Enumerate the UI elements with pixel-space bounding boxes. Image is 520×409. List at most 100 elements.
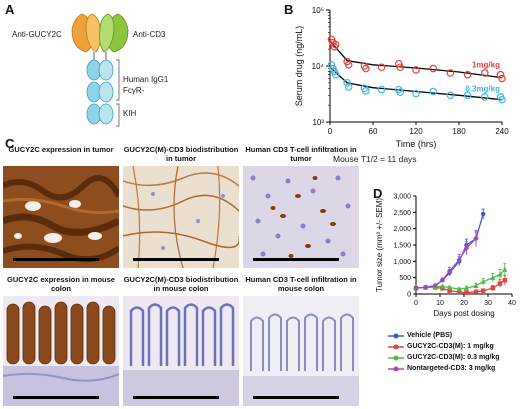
x-axis-title: Time (hrs)	[396, 139, 437, 149]
colon-tcell-image	[243, 296, 359, 406]
data-point	[490, 285, 495, 291]
data-point	[362, 87, 370, 95]
x-tick-label: 240	[495, 127, 509, 136]
data-point	[502, 266, 508, 272]
series-line	[415, 213, 484, 289]
legend-label: GUCY2C-CD3(M): 1 mg/kg	[407, 343, 494, 350]
data-point	[463, 285, 470, 291]
legend-label: Nontargeted-CD3: 3 mg/kg	[407, 365, 496, 372]
legend-swatch	[388, 366, 404, 371]
y-tick-label: 10⁵	[312, 6, 324, 15]
half-life-note: Mouse T1/2 = 11 days	[333, 154, 417, 164]
data-point	[429, 64, 438, 73]
data-point	[327, 35, 336, 44]
data-point	[377, 63, 386, 72]
caption-tumor-expression: GUCY2C expression in tumor	[8, 145, 114, 154]
human-igg1-fc	[86, 59, 114, 125]
x-tick-label: 180	[452, 127, 466, 136]
scale-bar	[133, 258, 219, 261]
tumor-chart-legend: Vehicle (PBS) GUCY2C-CD3(M): 1 mg/kg GUCY2…	[388, 330, 518, 374]
x-tick-label: 0	[328, 127, 333, 136]
data-point	[464, 290, 469, 295]
data-point	[429, 87, 438, 96]
anti-gucy2c-arm	[71, 13, 101, 53]
data-point	[344, 83, 353, 91]
data-point	[473, 283, 479, 289]
caption-colon-biodistribution: GUCY2C(M)-CD3 biodistribution in mouse c…	[123, 275, 239, 293]
panel-letter-d: D	[373, 186, 383, 201]
data-point	[481, 93, 489, 101]
x-axis-title: Days post dosing	[433, 309, 494, 318]
anti-cd3-arm	[99, 13, 129, 53]
legend-swatch	[388, 344, 404, 349]
data-point	[439, 283, 446, 289]
panel-letter-c: C	[5, 136, 15, 151]
data-point	[456, 257, 462, 263]
y-tick-label: 2,500	[393, 210, 411, 217]
scale-bar	[253, 258, 339, 261]
data-point	[395, 59, 403, 68]
data-point	[432, 282, 438, 289]
scale-bar	[13, 258, 99, 261]
data-point	[497, 281, 503, 286]
data-point	[502, 278, 507, 283]
x-tick-label: 60	[369, 127, 378, 136]
data-point	[463, 91, 472, 100]
x-tick-label: 40	[508, 300, 516, 307]
data-point	[327, 61, 336, 69]
legend-swatch	[388, 355, 404, 360]
anti-gucy2c-label: Anti-GUCY2C	[12, 30, 62, 39]
data-point	[496, 93, 505, 101]
data-point	[446, 268, 453, 274]
x-tick-label: 0	[414, 300, 418, 307]
data-point	[481, 69, 489, 77]
data-point	[473, 289, 479, 294]
data-point	[456, 286, 462, 292]
x-tick-label: 20	[460, 300, 468, 307]
legend-entry: Nontargeted-CD3: 3 mg/kg	[388, 363, 518, 374]
data-point	[481, 211, 486, 217]
caption-tumor-biodistribution: GUCY2C(M)-CD3 biodistribution in tumor	[123, 145, 239, 163]
data-point	[463, 70, 472, 79]
data-point	[496, 70, 505, 79]
series-label: 0.3mg/kg	[465, 85, 500, 94]
y-tick-label: 2,000	[393, 226, 411, 233]
y-tick-label: 10⁴	[312, 62, 325, 71]
legend-entry: GUCY2C-CD3(M): 1 mg/kg	[388, 341, 518, 352]
y-axis-title: Serum drug (ng/mL)	[294, 26, 304, 107]
legend-label: GUCY2C-CD3(M): 0.3 mg/kg	[407, 354, 500, 361]
antibody-schematic	[20, 8, 190, 133]
fit-line	[329, 66, 503, 101]
panel-letter-a: A	[5, 2, 15, 17]
legend-swatch	[388, 333, 404, 338]
tumor-biodistribution-image	[123, 166, 239, 268]
fcyr-label: FcγR-	[123, 86, 145, 95]
fit-line	[329, 40, 503, 79]
tumor-growth-chart: 0 500 1,000 1,500 2,000 2,500 3,000 0 10 20 30 40 Da…	[375, 194, 516, 319]
colon-expression-image	[3, 296, 119, 406]
y-tick-label: 1,500	[393, 243, 411, 250]
data-point	[497, 271, 503, 277]
data-point	[446, 91, 455, 100]
data-point	[446, 69, 455, 77]
data-point	[480, 278, 486, 284]
y-tick-label: 1,000	[393, 259, 411, 266]
data-point	[344, 61, 353, 69]
x-tick-label: 10	[436, 300, 444, 307]
y-axis-title: Tumor size (mm³ +/- SEM)	[375, 198, 384, 292]
data-point	[331, 70, 340, 79]
y-tick-label: 3,000	[393, 194, 411, 201]
legend-entry: Vehicle (PBS)	[388, 330, 518, 341]
data-point	[331, 40, 340, 49]
data-point	[377, 85, 386, 94]
x-tick-label: 120	[409, 127, 423, 136]
anti-cd3-label: Anti-CD3	[133, 30, 166, 39]
data-point	[412, 89, 420, 98]
data-point	[447, 288, 452, 293]
kih-label: KIH	[123, 109, 137, 118]
data-point	[446, 284, 453, 290]
data-point	[343, 79, 352, 87]
data-point	[463, 245, 470, 251]
data-point	[498, 74, 506, 83]
scale-bar	[253, 396, 339, 399]
